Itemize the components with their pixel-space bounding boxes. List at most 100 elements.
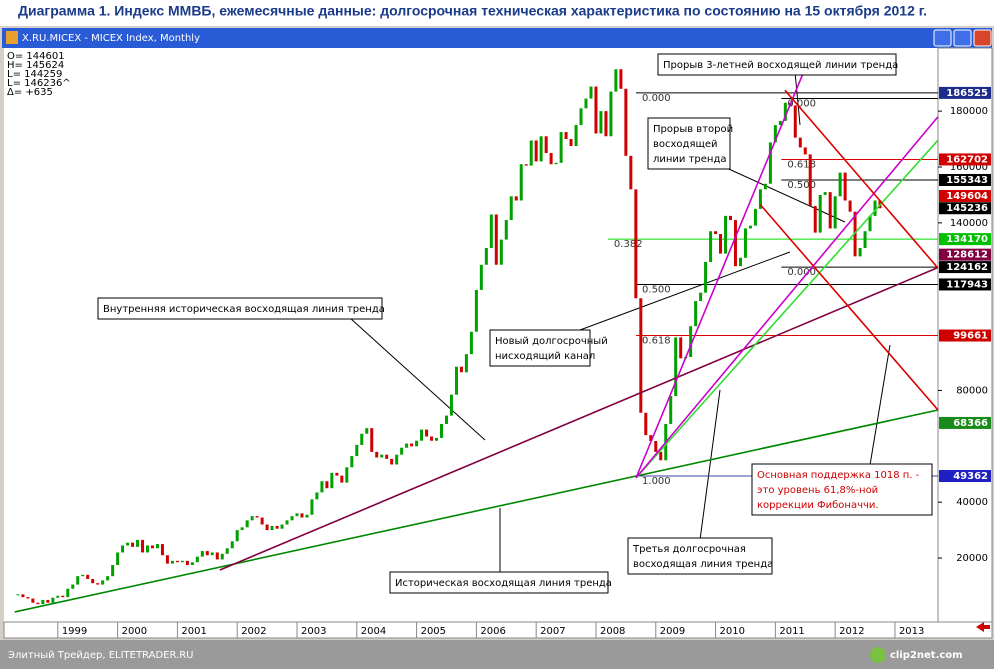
candle [858,247,862,257]
candle [141,539,145,553]
candle [604,111,608,137]
candle [549,153,553,165]
candle [564,132,568,140]
annotation-box [647,117,731,170]
trend-line [635,139,939,479]
price-label-box [939,86,991,99]
price-label-box [939,233,991,246]
candle [629,155,633,190]
candle [195,556,199,563]
y-tick-label: 20000 [956,553,988,564]
candle [106,576,110,581]
candle [868,215,872,232]
candle [165,555,169,564]
annotation-text: восходящая линия тренда [633,559,773,570]
candle [464,354,468,373]
trend-line [14,409,939,613]
candle [724,215,728,254]
candle [873,200,877,216]
candle [290,516,294,521]
candle [674,337,678,397]
candle [245,520,249,528]
trend-line [219,266,939,571]
candle [425,429,429,437]
candle [255,516,259,518]
x-tick-label: 2001 [181,626,206,637]
annotation-text: Внутренняя историческая восходящая линия… [103,304,385,315]
logo-icon [870,647,886,663]
candle [56,595,60,598]
fib-label: 0.618 [642,336,671,347]
candle [46,599,50,603]
candle [679,337,683,359]
page-title: Диаграмма 1. Индекс ММВБ, ежемесячные да… [18,3,927,19]
annotation-text: Историческая восходящая линия тренда [395,578,612,589]
maximize-button[interactable] [953,29,972,47]
candle [26,597,30,599]
price-label-box [939,470,991,483]
candle [270,525,274,531]
price-label-box [939,261,991,274]
x-tick-label: 2008 [600,626,625,637]
price-label-box [939,202,991,215]
price-label-box [939,248,991,261]
trend-line [759,204,939,411]
candle [155,544,159,549]
candle [818,194,822,233]
candle [534,140,538,162]
candle [91,578,95,584]
x-tick-label: 2006 [480,626,505,637]
fib-label: 0.000 [642,93,671,104]
candle [833,196,837,229]
candle [514,196,518,201]
arrow [719,164,846,223]
candle [200,551,204,557]
candle [395,454,399,465]
candle [599,111,603,134]
candle [415,440,419,447]
candle [778,120,782,126]
annotation-text: Третья долгосрочная [632,544,746,555]
candle [335,472,339,476]
candle [479,264,483,290]
candle [295,513,299,517]
candle [694,301,698,327]
candle [574,125,578,147]
fib-label: 0.618 [787,159,816,170]
price-label-box [939,173,991,186]
candle [654,441,658,452]
time-axis [3,621,993,639]
fib-label: 0.000 [787,267,816,278]
y-tick-label: 140000 [950,218,988,229]
fib-label: 0.500 [642,284,671,295]
candle [365,428,369,434]
fib-label: 0.000 [787,99,816,110]
candle [609,91,613,137]
candle [305,514,309,518]
annotation-text: нисходящий канал [495,351,595,362]
candle [584,98,588,109]
candle [639,298,643,413]
candle [225,548,229,554]
price-label-box [939,190,991,203]
candle [474,289,478,332]
annotation-text: коррекции Фибоначчи. [757,500,879,511]
scroll-arrow[interactable] [976,622,990,632]
candle [36,602,40,605]
y-tick-label: 180000 [950,106,988,117]
close-button[interactable] [973,29,992,47]
price-label: 149604 [946,191,988,202]
minimize-button[interactable] [933,29,952,47]
candle [753,208,757,226]
annotation-box [389,571,609,594]
candle [210,552,214,556]
fib-label: 1.000 [642,476,671,487]
x-tick-label: 2003 [301,626,326,637]
candle [509,196,513,221]
candle [31,598,35,603]
window-title: X.RU.MICEX - MICEX Index, Monthly [22,33,200,44]
candle [380,454,384,458]
candle [524,164,528,166]
